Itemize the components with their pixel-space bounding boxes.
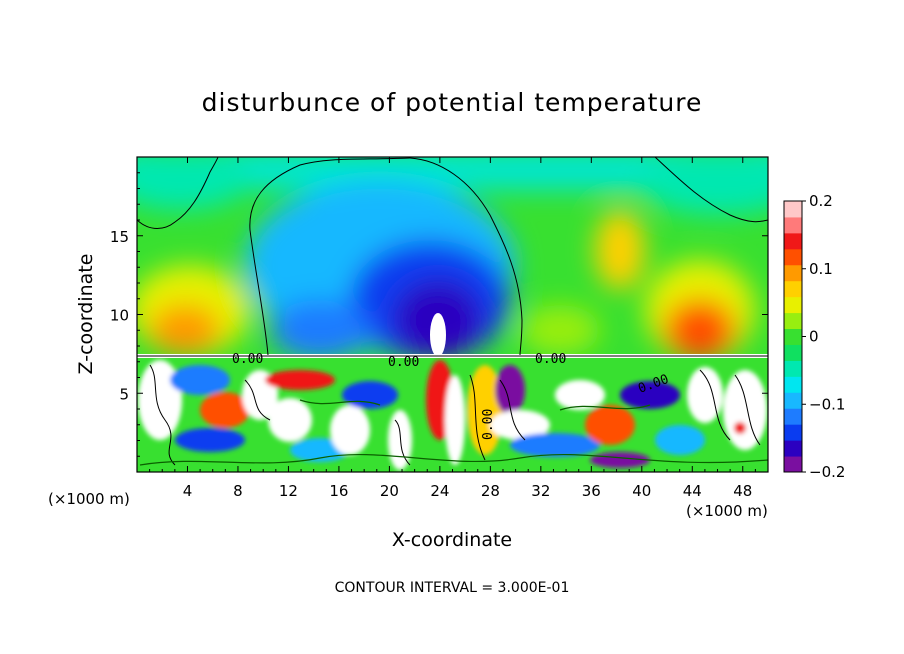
x-tick-label: 16 — [329, 482, 348, 500]
x-tick-label: 40 — [632, 482, 651, 500]
x-tick-label: 48 — [733, 482, 752, 500]
x-tick-label: 28 — [481, 482, 500, 500]
x-tick-label: 8 — [233, 482, 243, 500]
y-tick-label: 10 — [110, 307, 129, 325]
contour-label: 0.00 — [232, 352, 263, 367]
colorbar-tick-label: −0.1 — [809, 395, 845, 413]
colorbar-tick-label: −0.2 — [809, 463, 845, 481]
colorbar-swatch — [784, 376, 802, 393]
contour-label: 0.00 — [481, 409, 496, 440]
colorbar-swatch — [784, 408, 802, 425]
y-axis: 5 10 15 — [110, 172, 768, 457]
colorbar-swatch — [784, 392, 802, 409]
colorbar-swatch — [784, 232, 802, 250]
x-tick-label: 12 — [279, 482, 298, 500]
x-tick-label: 36 — [582, 482, 601, 500]
colorbar-swatch — [784, 328, 802, 345]
upper-field — [137, 157, 768, 360]
colorbar-swatch — [784, 264, 802, 282]
colorbar-tick-label: 0 — [809, 328, 819, 346]
colorbar-swatch — [784, 248, 802, 266]
colorbar-swatch — [784, 280, 802, 298]
colorbar — [783, 200, 803, 473]
x-tick-label: 32 — [531, 482, 550, 500]
cold-core-peak — [430, 313, 446, 357]
y-tick-label: 15 — [110, 228, 129, 246]
colorbar-swatch — [784, 440, 802, 457]
y-tick-label: 5 — [119, 385, 129, 403]
x-tick-label: 44 — [683, 482, 702, 500]
colorbar-swatch — [784, 360, 802, 377]
colorbar-swatch — [784, 201, 802, 218]
y-axis-label: Z-coordinate — [75, 254, 97, 375]
colorbar-tick-label: 0.2 — [809, 192, 833, 210]
plot-area: 0.00 0.00 0.00 0.00 0.00 — [136, 156, 769, 473]
colorbar-swatch — [784, 344, 802, 361]
contour-label: 0.00 — [535, 352, 566, 367]
lower-field — [137, 357, 768, 472]
colorbar-ticks: 0.2 0.1 0 −0.1 −0.2 — [802, 192, 845, 481]
zero-contours — [137, 157, 768, 356]
colorbar-tick-label: 0.1 — [809, 260, 833, 278]
x-axis: 4 8 12 16 20 24 28 32 36 40 44 48 — [149, 157, 756, 500]
chart-title: disturbunce of potential temperature — [202, 88, 703, 117]
colorbar-swatch — [784, 296, 802, 314]
x-tick-label: 20 — [380, 482, 399, 500]
colorbar-swatch — [784, 216, 802, 234]
contour-interval: CONTOUR INTERVAL = 3.000E-01 — [335, 580, 570, 596]
x-unit-right: (×1000 m) — [686, 502, 768, 520]
x-unit-left: (×1000 m) — [48, 490, 130, 508]
colorbar-swatch — [784, 424, 802, 441]
x-tick-label: 4 — [183, 482, 193, 500]
colorbar-swatch — [784, 312, 802, 330]
colorbar-swatch — [784, 456, 802, 473]
x-axis-label: X-coordinate — [392, 529, 512, 551]
contour-label: 0.00 — [388, 355, 419, 370]
x-tick-label: 24 — [430, 482, 449, 500]
